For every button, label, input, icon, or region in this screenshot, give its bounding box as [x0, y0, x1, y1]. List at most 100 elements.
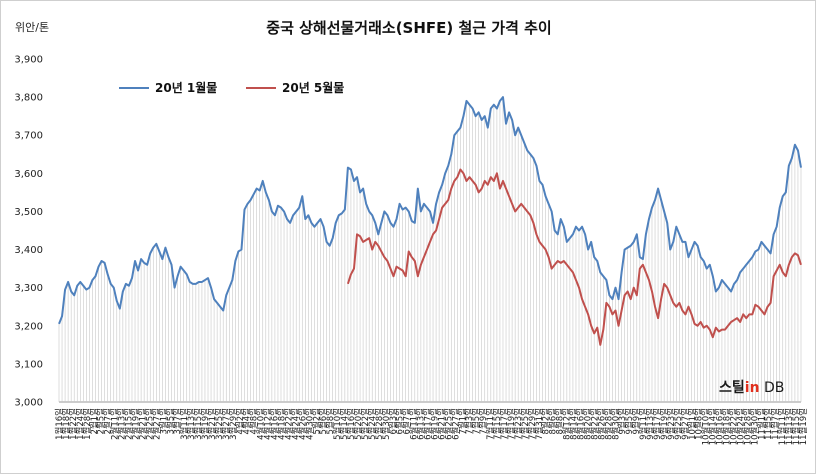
x-tick-label: 5월8일 [325, 408, 336, 434]
x-tick-label: 7월29일 [527, 408, 538, 440]
y-tick-label: 3,800 [14, 93, 43, 104]
x-tick-label: 8월8일 [555, 408, 566, 434]
x-tick-label: 4월18일 [277, 408, 288, 440]
x-tick-label: 8월6일 [548, 408, 559, 434]
x-tick-label: 6월27일 [450, 408, 461, 440]
x-tick-label: 4월24일 [290, 408, 301, 440]
x-tick-label: 6월25일 [443, 408, 454, 440]
x-tick-label: 6월17일 [423, 408, 434, 440]
steelin-db-logo: 스틸in DB [719, 380, 784, 396]
x-tick-label: 11월13일 [784, 408, 795, 445]
x-tick-label: 11월15일 [791, 408, 802, 445]
x-tick-label: 6월3일 [388, 408, 399, 434]
x-tick-label: 9월13일 [645, 408, 656, 440]
x-tick-label: 4월12일 [263, 408, 274, 440]
series-line-jan [58, 96, 802, 325]
x-tick-label: 8월12일 [562, 408, 573, 440]
x-tick-label: 10월22일 [728, 408, 739, 445]
x-tick-label: 11월11일 [777, 408, 788, 445]
x-tick-label: 5월6일 [318, 408, 329, 434]
x-tick-label: 7월15일 [492, 408, 503, 440]
x-tick-label: 10월24일 [735, 408, 746, 445]
x-tick-label: 4월22일 [283, 408, 294, 440]
legend: 20년 1월물 20년 5월물 [119, 80, 344, 95]
x-tick-label: 6월21일 [436, 408, 447, 440]
x-tick-label: 5월10일 [332, 408, 343, 440]
x-tick-label: 3월13일 [186, 408, 197, 440]
series-lines [58, 96, 802, 346]
y-tick-label: 3,900 [14, 55, 43, 66]
x-tick-label: 5월28일 [374, 408, 385, 440]
x-tick-label: 8월14일 [569, 408, 580, 440]
x-tick-label: 3월29일 [228, 408, 239, 440]
x-tick-label: 6월11일 [409, 408, 420, 440]
x-tick-label: 3월27일 [221, 408, 232, 440]
x-tick-label: 10월8일 [694, 408, 705, 440]
x-tick-label: 7월23일 [513, 408, 524, 440]
x-tick-label: 2월7일 [103, 408, 114, 434]
x-tick-label: 8월22일 [589, 408, 600, 440]
x-tick-label: 8월30일 [610, 408, 621, 440]
x-tick-label: 11월19일 [798, 408, 809, 445]
x-tick-label: 3월25일 [214, 408, 225, 440]
y-tick-label: 3,400 [14, 245, 43, 256]
x-tick-label: 5월22일 [360, 408, 371, 440]
x-tick-label: 2월21일 [137, 408, 148, 440]
x-tick-label: 5월2일 [311, 408, 322, 434]
x-tick-label: 3월21일 [207, 408, 218, 440]
x-tick-label: 6월13일 [416, 408, 427, 440]
x-tick-label: 8월20일 [582, 408, 593, 440]
x-tick-label: 3월7일 [172, 408, 183, 434]
x-tick-label: 3월19일 [200, 408, 211, 440]
logo-part2: in [745, 380, 760, 396]
x-tick-label: 9월27일 [680, 408, 691, 440]
x-tick-label: 10월30일 [749, 408, 760, 445]
x-tick-label: 9월5일 [624, 408, 635, 434]
x-tick-label: 10월28일 [742, 408, 753, 445]
x-tick-label: 2월5일 [96, 408, 107, 434]
x-tick-label: 7월17일 [499, 408, 510, 440]
x-tick-label: 6월19일 [429, 408, 440, 440]
x-tick-label: 7월19일 [506, 408, 517, 440]
x-tick-label: 9월19일 [659, 408, 670, 440]
x-tick-label: 5월24일 [367, 408, 378, 440]
x-tick-label: 4월26일 [297, 408, 308, 440]
y-tick-label: 3,500 [14, 207, 43, 218]
x-tick-label: 9월9일 [631, 408, 642, 434]
x-tick-label: 2월11일 [110, 408, 121, 440]
x-tick-label: 4월16일 [270, 408, 281, 440]
x-tick-label: 9월3일 [617, 408, 628, 434]
x-tick-label: 6월7일 [402, 408, 413, 434]
y-axis-ticks: 3,000 3,100 3,200 3,300 3,400 3,500 3,600 3,700… [14, 55, 43, 409]
x-tick-label: 1월24일 [75, 408, 86, 440]
x-tick-label: 10월16일 [715, 408, 726, 445]
x-tick-label: 7월3일 [464, 408, 475, 434]
x-tick-label: 1월18일 [61, 408, 72, 440]
x-tick-label: 10월18일 [722, 408, 733, 445]
x-axis-ticks: 1월16일1월18일1월22일1월24일1월28일2월1일2월5일2월7일2월1… [54, 408, 809, 445]
x-tick-label: 10월1일 [687, 408, 698, 440]
x-tick-label: 9월17일 [652, 408, 663, 440]
x-tick-label: 1월28일 [82, 408, 93, 440]
y-tick-label: 3,100 [14, 359, 43, 370]
x-tick-label: 2월27일 [151, 408, 162, 440]
x-tick-label: 3월15일 [193, 408, 204, 440]
logo-part3: DB [760, 380, 785, 396]
svg-text:스틸in DB: 스틸in DB [719, 380, 784, 396]
x-tick-label: 9월11일 [638, 408, 649, 440]
drop-lines [58, 97, 802, 402]
x-tick-label: 3월11일 [179, 408, 190, 440]
x-tick-label: 11월1일 [756, 408, 767, 440]
x-tick-label: 5월30일 [381, 408, 392, 440]
x-tick-label: 3월1일 [158, 408, 169, 434]
x-tick-label: 8월26일 [596, 408, 607, 440]
x-tick-label: 2월1일 [89, 408, 100, 434]
x-tick-label: 8월2일 [541, 408, 552, 434]
x-tick-label: 7월1일 [457, 408, 468, 434]
x-tick-label: 3월5일 [165, 408, 176, 434]
x-tick-label: 2월13일 [117, 408, 128, 440]
legend-label-may: 20년 5월물 [282, 80, 344, 95]
x-tick-label: 5월14일 [339, 408, 350, 440]
x-tick-label: 7월11일 [485, 408, 496, 440]
